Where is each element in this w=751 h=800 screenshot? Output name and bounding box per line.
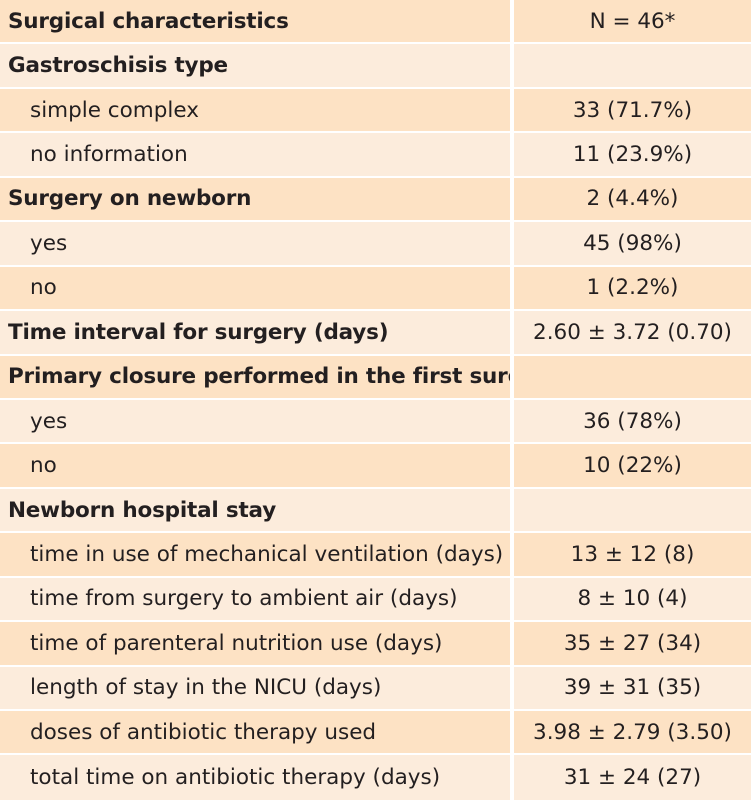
header-label: Surgical characteristics — [8, 8, 289, 34]
value-cell: 13 ± 12 (8) — [510, 533, 751, 576]
header-value: N = 46* — [510, 0, 751, 43]
value-cell: 8 ± 10 (4) — [510, 577, 751, 621]
table-row: yes 36 (78%) — [0, 399, 751, 445]
table-row: Newborn hospital stay — [0, 488, 751, 534]
value-cell: 31 ± 24 (27) — [510, 755, 751, 800]
value-cell: 35 ± 27 (34) — [510, 622, 751, 665]
table-row: Time interval for surgery (days) 2.60 ± 3… — [0, 311, 751, 356]
value-cell — [510, 488, 751, 532]
table-row: yes 45 (98%) — [0, 222, 751, 267]
section-label: Primary closure performed in the first s… — [8, 364, 510, 390]
table-row: doses of antibiotic therapy used 3.98 ± 2… — [0, 711, 751, 756]
table-row: no 1 (2.2%) — [0, 266, 751, 312]
value-cell — [510, 355, 751, 398]
table-row: no 10 (22%) — [0, 444, 751, 489]
table-row: total time on antibiotic therapy (days) 3… — [0, 755, 751, 800]
value-cell: 45 (98%) — [510, 222, 751, 265]
item-label: time from surgery to ambient air (days) — [30, 586, 458, 612]
section-label: Time interval for surgery (days) — [8, 319, 389, 345]
value-cell: 1 (2.2%) — [510, 266, 751, 310]
item-label: total time on antibiotic therapy (days) — [30, 765, 441, 791]
value-cell: 2.60 ± 3.72 (0.70) — [510, 311, 751, 354]
table-row: time of parenteral nutrition use (days) 3… — [0, 622, 751, 667]
table-row: no information 11 (23.9%) — [0, 133, 751, 178]
section-label: Newborn hospital stay — [8, 497, 277, 523]
item-label: simple complex — [30, 97, 199, 123]
item-label: time of parenteral nutrition use (days) — [30, 630, 443, 656]
value-cell: 3.98 ± 2.79 (3.50) — [510, 711, 751, 754]
value-cell: 11 (23.9%) — [510, 133, 751, 176]
table-row: time from surgery to ambient air (days) 8… — [0, 577, 751, 623]
item-label: yes — [30, 230, 68, 256]
value-cell: 10 (22%) — [510, 444, 751, 487]
item-label: doses of antibiotic therapy used — [30, 719, 377, 745]
item-label: no — [30, 453, 57, 479]
table-header-row: Surgical characteristics N = 46* — [0, 0, 751, 45]
value-cell: 2 (4.4%) — [510, 177, 751, 221]
table-row: Primary closure performed in the first s… — [0, 355, 751, 400]
table-row: length of stay in the NICU (days) 39 ± 31… — [0, 666, 751, 711]
item-label: length of stay in the NICU (days) — [30, 675, 382, 701]
section-label: Gastroschisis type — [8, 53, 228, 79]
item-label: no information — [30, 142, 188, 168]
value-cell: 36 (78%) — [510, 399, 751, 443]
value-cell: 39 ± 31 (35) — [510, 666, 751, 709]
value-cell — [510, 44, 751, 87]
item-label: no — [30, 275, 57, 301]
item-label: yes — [30, 408, 68, 434]
table-row: Surgery on newborn 2 (4.4%) — [0, 177, 751, 223]
table-row: Gastroschisis type — [0, 44, 751, 89]
table-row: time in use of mechanical ventilation (d… — [0, 533, 751, 578]
table-row: simple complex 33 (71.7%) — [0, 88, 751, 134]
section-label: Surgery on newborn — [8, 186, 252, 212]
value-cell: 33 (71.7%) — [510, 88, 751, 132]
item-label: time in use of mechanical ventilation (d… — [30, 541, 504, 567]
